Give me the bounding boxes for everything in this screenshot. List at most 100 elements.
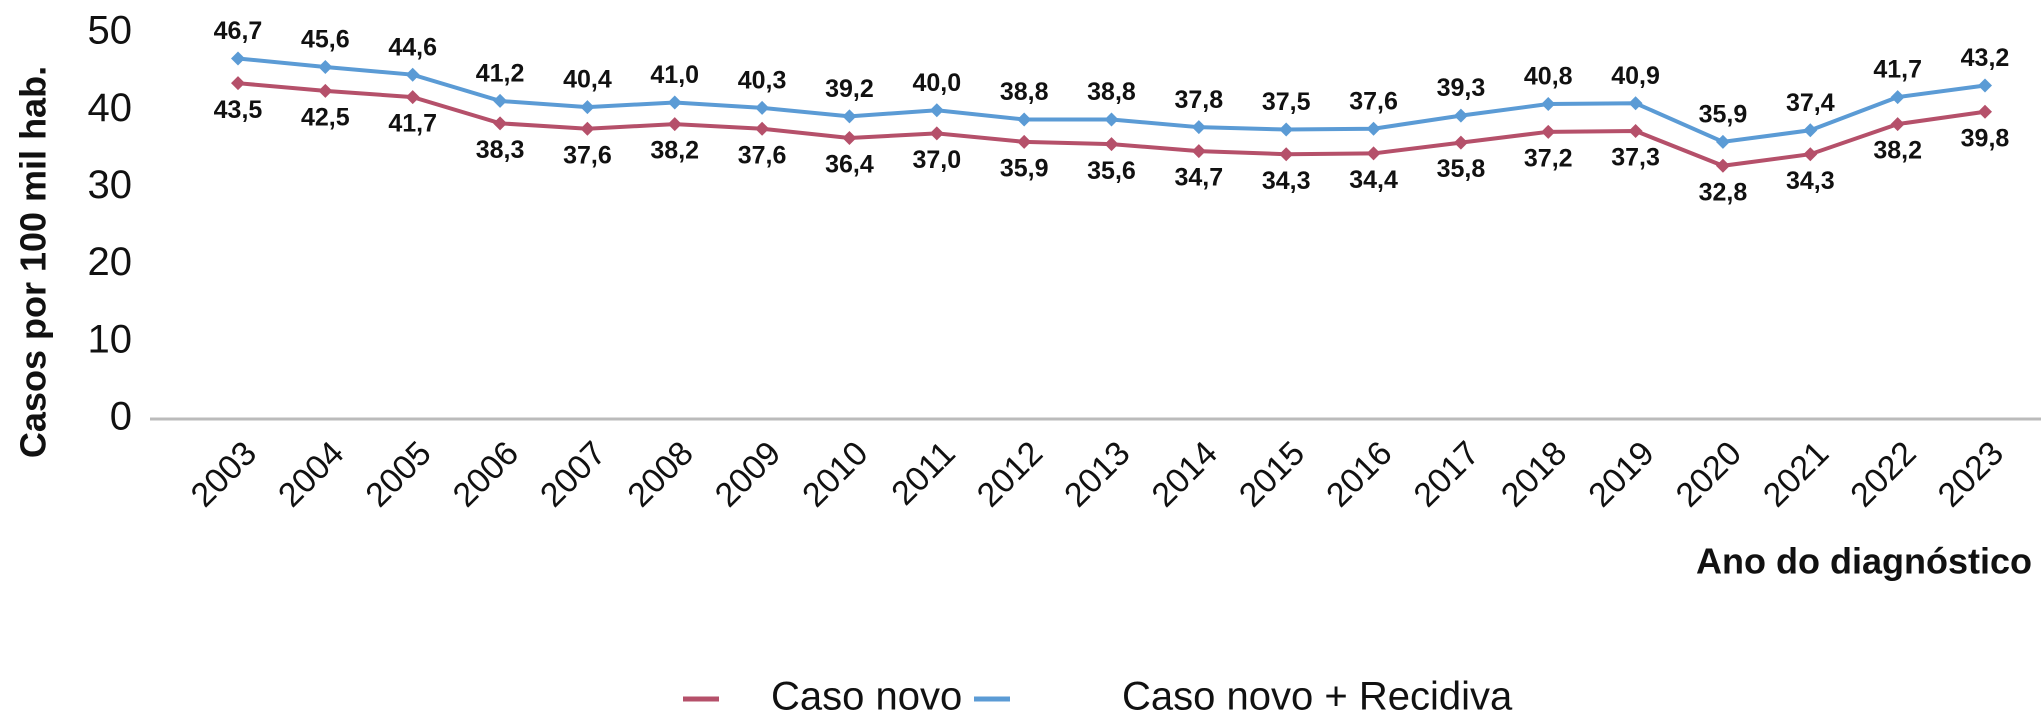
marker bbox=[1191, 120, 1206, 135]
marker bbox=[318, 83, 333, 98]
x-tick-label: 2016 bbox=[1319, 434, 1399, 514]
y-tick-label: 0 bbox=[110, 395, 132, 439]
marker bbox=[1715, 134, 1730, 149]
x-tick-label: 2014 bbox=[1145, 434, 1225, 514]
marker bbox=[1279, 122, 1294, 137]
data-label: 40,8 bbox=[1524, 63, 1573, 91]
data-label: 34,7 bbox=[1175, 164, 1224, 192]
data-label: 41,2 bbox=[476, 60, 525, 88]
y-tick-label: 10 bbox=[88, 317, 133, 361]
data-label: 35,9 bbox=[1699, 100, 1748, 128]
data-label: 38,3 bbox=[476, 136, 525, 164]
marker bbox=[755, 100, 770, 115]
legend-label: Caso novo bbox=[771, 675, 962, 715]
data-label: 34,4 bbox=[1349, 166, 1398, 194]
marker bbox=[1803, 147, 1818, 162]
x-axis-title: Ano do diagnóstico bbox=[1696, 541, 2032, 582]
x-tick-label: 2013 bbox=[1057, 434, 1137, 514]
x-tick-label: 2012 bbox=[970, 434, 1050, 514]
marker bbox=[1366, 121, 1381, 136]
x-tick-label: 2010 bbox=[795, 434, 875, 514]
x-tick-label: 2015 bbox=[1232, 434, 1312, 514]
x-tick-label: 2005 bbox=[358, 434, 438, 514]
marker bbox=[580, 121, 595, 136]
marker bbox=[1541, 124, 1556, 139]
marker bbox=[1541, 97, 1556, 112]
x-tick-label: 2019 bbox=[1581, 434, 1661, 514]
x-tick-label: 2021 bbox=[1756, 434, 1836, 514]
marker bbox=[1453, 108, 1468, 123]
x-tick-label: 2018 bbox=[1494, 434, 1574, 514]
x-tick-label: 2017 bbox=[1407, 434, 1487, 514]
data-label: 35,9 bbox=[1000, 154, 1049, 182]
data-label: 37,5 bbox=[1262, 88, 1311, 116]
x-tick-label: 2020 bbox=[1669, 434, 1749, 514]
y-tick-label: 20 bbox=[88, 240, 133, 284]
marker bbox=[1890, 117, 1905, 132]
x-tick-label: 2007 bbox=[533, 434, 613, 514]
x-tick-label: 2022 bbox=[1843, 434, 1923, 514]
data-label: 37,6 bbox=[563, 141, 612, 169]
x-tick-label: 2003 bbox=[184, 434, 264, 514]
data-label: 37,0 bbox=[912, 146, 961, 174]
data-label: 41,7 bbox=[1873, 56, 1922, 84]
marker bbox=[1279, 147, 1294, 162]
marker bbox=[1715, 158, 1730, 173]
data-label: 37,6 bbox=[1349, 87, 1398, 115]
marker bbox=[1803, 123, 1818, 138]
data-label: 38,8 bbox=[1087, 78, 1136, 106]
data-label: 39,3 bbox=[1437, 74, 1486, 102]
data-label: 39,8 bbox=[1961, 124, 2010, 152]
data-label: 38,8 bbox=[1000, 78, 1049, 106]
data-label: 43,5 bbox=[214, 96, 263, 124]
data-label: 44,6 bbox=[388, 33, 437, 61]
marker bbox=[580, 100, 595, 115]
data-label: 39,2 bbox=[825, 75, 874, 103]
marker bbox=[1191, 144, 1206, 159]
data-label: 37,3 bbox=[1611, 144, 1660, 172]
data-label: 40,3 bbox=[738, 66, 787, 94]
marker bbox=[842, 130, 857, 145]
marker bbox=[405, 67, 420, 82]
data-label: 34,3 bbox=[1786, 167, 1835, 195]
y-tick-label: 40 bbox=[88, 86, 133, 130]
x-tick-label: 2008 bbox=[620, 434, 700, 514]
marker bbox=[667, 95, 682, 110]
marker bbox=[1453, 135, 1468, 150]
y-tick-label: 30 bbox=[88, 163, 133, 207]
marker bbox=[1017, 112, 1032, 127]
data-label: 45,6 bbox=[301, 26, 350, 54]
data-label: 34,3 bbox=[1262, 167, 1311, 195]
marker bbox=[1628, 96, 1643, 111]
x-tick-label: 2004 bbox=[271, 434, 351, 514]
marker bbox=[1890, 90, 1905, 105]
marker bbox=[842, 109, 857, 124]
marker bbox=[755, 121, 770, 136]
x-tick-label: 2011 bbox=[884, 434, 963, 513]
marker bbox=[1978, 78, 1992, 93]
marker bbox=[231, 76, 245, 91]
data-label: 40,9 bbox=[1611, 62, 1660, 90]
data-label: 32,8 bbox=[1699, 178, 1748, 206]
marker bbox=[493, 116, 508, 131]
y-axis-title: Casos por 100 mil hab. bbox=[13, 66, 54, 458]
data-label: 46,7 bbox=[214, 17, 263, 45]
marker bbox=[929, 126, 944, 141]
data-label: 37,8 bbox=[1175, 86, 1224, 114]
data-label: 36,4 bbox=[825, 151, 874, 179]
marker bbox=[1104, 137, 1119, 152]
marker bbox=[1017, 134, 1032, 149]
data-label: 41,7 bbox=[388, 110, 437, 138]
marker bbox=[318, 59, 333, 74]
data-label: 38,2 bbox=[650, 137, 699, 165]
marker bbox=[405, 90, 420, 105]
data-label: 40,0 bbox=[912, 69, 961, 97]
data-label: 38,2 bbox=[1873, 137, 1922, 165]
marker bbox=[1978, 104, 1992, 119]
x-tick-label: 2023 bbox=[1931, 434, 2011, 514]
marker bbox=[1628, 124, 1643, 139]
legend-label: Caso novo + Recidiva bbox=[1122, 675, 1513, 715]
marker bbox=[929, 103, 944, 118]
marker bbox=[493, 93, 508, 108]
